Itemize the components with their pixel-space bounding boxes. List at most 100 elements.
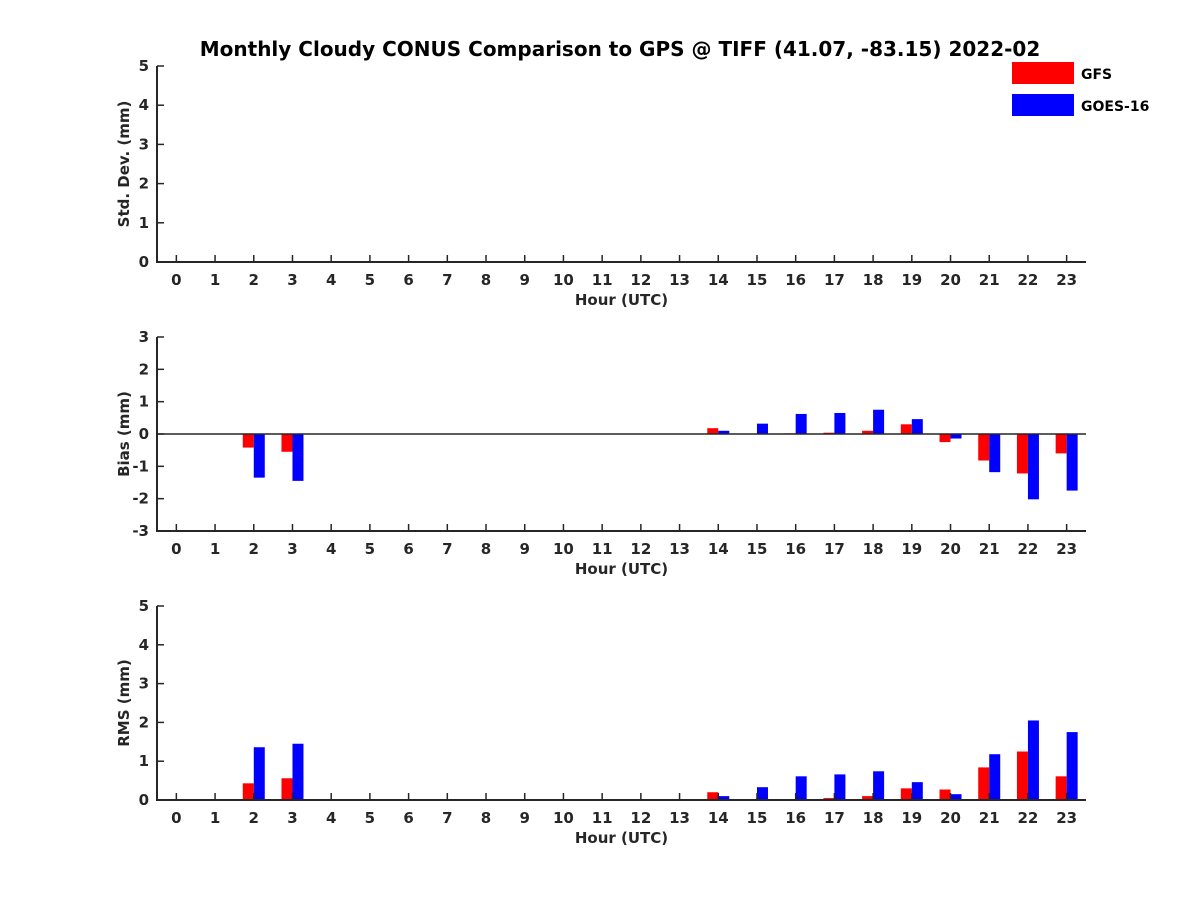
- x-tick-label-stddev-16: 16: [785, 271, 806, 289]
- x-tick-label-rms-0: 0: [171, 809, 181, 827]
- chart-title: Monthly Cloudy CONUS Comparison to GPS @…: [200, 37, 1041, 61]
- x-tick-label-stddev-12: 12: [630, 271, 651, 289]
- bar-rms-goes16-3: [292, 743, 304, 800]
- x-tick-label-rms-23: 23: [1056, 809, 1077, 827]
- x-tick-label-stddev-22: 22: [1018, 271, 1039, 289]
- x-tick-label-rms-16: 16: [785, 809, 806, 827]
- y-axis-title-stddev: Std. Dev. (mm): [115, 101, 133, 228]
- bar-bias-goes16-18: [873, 409, 885, 434]
- x-tick-label-bias-6: 6: [403, 540, 413, 558]
- x-tick-label-rms-13: 13: [669, 809, 690, 827]
- x-tick-label-rms-5: 5: [365, 809, 375, 827]
- x-tick-label-bias-16: 16: [785, 540, 806, 558]
- x-tick-label-rms-2: 2: [249, 809, 259, 827]
- x-tick-label-rms-9: 9: [520, 809, 530, 827]
- x-tick-label-stddev-9: 9: [520, 271, 530, 289]
- y-tick-label-bias--1: -1: [132, 457, 149, 475]
- x-tick-label-rms-11: 11: [592, 809, 613, 827]
- x-tick-label-rms-7: 7: [442, 809, 452, 827]
- bar-bias-gfs-19: [900, 424, 912, 434]
- x-tick-label-rms-10: 10: [553, 809, 574, 827]
- x-tick-label-stddev-20: 20: [940, 271, 961, 289]
- bar-rms-gfs-21: [978, 767, 990, 800]
- bar-bias-gfs-14: [707, 428, 719, 434]
- x-tick-label-rms-17: 17: [824, 809, 845, 827]
- bar-rms-goes16-18: [873, 771, 885, 800]
- legend-swatch-goes16: [1012, 94, 1074, 116]
- bar-bias-goes16-16: [795, 413, 807, 434]
- y-axis-title-bias: Bias (mm): [115, 391, 133, 477]
- x-axis-title-bias: Hour (UTC): [575, 560, 668, 578]
- bar-rms-gfs-18: [862, 796, 874, 800]
- bar-bias-goes16-15: [756, 423, 768, 434]
- x-axis-title-rms: Hour (UTC): [575, 829, 668, 847]
- y-tick-label-rms-4: 4: [139, 636, 149, 654]
- x-tick-label-stddev-19: 19: [901, 271, 922, 289]
- legend: GFS GOES-16: [1012, 62, 1149, 116]
- bar-rms-gfs-20: [939, 789, 951, 800]
- x-tick-label-stddev-6: 6: [403, 271, 413, 289]
- y-tick-label-stddev-2: 2: [139, 175, 149, 193]
- x-tick-label-rms-1: 1: [210, 809, 220, 827]
- x-tick-label-bias-10: 10: [553, 540, 574, 558]
- x-tick-label-bias-15: 15: [747, 540, 768, 558]
- x-tick-label-bias-2: 2: [249, 540, 259, 558]
- x-tick-label-stddev-18: 18: [863, 271, 884, 289]
- bar-rms-goes16-2: [253, 747, 265, 800]
- y-tick-label-stddev-1: 1: [139, 214, 149, 232]
- bar-bias-gfs-22: [1016, 434, 1028, 474]
- y-tick-label-stddev-0: 0: [139, 253, 149, 271]
- bar-bias-goes16-17: [834, 412, 846, 434]
- bar-bias-gfs-3: [281, 434, 293, 452]
- legend-swatch-gfs: [1012, 62, 1074, 84]
- bar-bias-goes16-22: [1027, 434, 1039, 500]
- x-tick-label-stddev-10: 10: [553, 271, 574, 289]
- x-tick-label-bias-21: 21: [979, 540, 1000, 558]
- x-tick-label-rms-8: 8: [481, 809, 491, 827]
- y-tick-label-rms-2: 2: [139, 713, 149, 731]
- bar-rms-goes16-16: [795, 776, 807, 800]
- bar-bias-goes16-14: [718, 430, 730, 434]
- x-tick-label-stddev-3: 3: [287, 271, 297, 289]
- bar-rms-goes16-17: [834, 774, 846, 800]
- x-tick-label-stddev-13: 13: [669, 271, 690, 289]
- x-tick-label-bias-9: 9: [520, 540, 530, 558]
- bar-rms-goes16-14: [718, 796, 730, 800]
- bar-bias-goes16-21: [989, 434, 1001, 473]
- bar-bias-gfs-21: [978, 434, 990, 461]
- bar-rms-goes16-20: [950, 794, 962, 800]
- bar-rms-gfs-23: [1055, 776, 1067, 800]
- bar-bias-gfs-20: [939, 434, 951, 443]
- x-tick-label-bias-3: 3: [287, 540, 297, 558]
- x-tick-label-rms-6: 6: [403, 809, 413, 827]
- y-tick-label-bias--2: -2: [132, 490, 149, 508]
- y-tick-label-bias-3: 3: [139, 328, 149, 346]
- x-tick-label-bias-18: 18: [863, 540, 884, 558]
- y-tick-label-bias-0: 0: [139, 425, 149, 443]
- x-tick-label-stddev-21: 21: [979, 271, 1000, 289]
- x-tick-label-bias-14: 14: [708, 540, 729, 558]
- bar-bias-gfs-18: [862, 430, 874, 434]
- x-tick-label-rms-18: 18: [863, 809, 884, 827]
- x-tick-label-bias-23: 23: [1056, 540, 1077, 558]
- x-tick-label-stddev-7: 7: [442, 271, 452, 289]
- x-tick-label-stddev-1: 1: [210, 271, 220, 289]
- x-tick-label-rms-4: 4: [326, 809, 336, 827]
- legend-label-gfs: GFS: [1081, 67, 1112, 83]
- y-tick-label-bias--3: -3: [132, 522, 149, 540]
- x-tick-label-rms-22: 22: [1018, 809, 1039, 827]
- y-tick-label-rms-5: 5: [139, 597, 149, 615]
- y-tick-label-rms-3: 3: [139, 675, 149, 693]
- x-tick-label-stddev-11: 11: [592, 271, 613, 289]
- bar-rms-goes16-22: [1027, 720, 1039, 800]
- x-tick-label-bias-8: 8: [481, 540, 491, 558]
- y-tick-label-bias-2: 2: [139, 360, 149, 378]
- x-tick-label-stddev-15: 15: [747, 271, 768, 289]
- x-tick-label-rms-21: 21: [979, 809, 1000, 827]
- bar-rms-gfs-22: [1016, 751, 1028, 800]
- bar-bias-goes16-20: [950, 434, 962, 439]
- y-tick-label-bias-1: 1: [139, 393, 149, 411]
- x-tick-label-bias-0: 0: [171, 540, 181, 558]
